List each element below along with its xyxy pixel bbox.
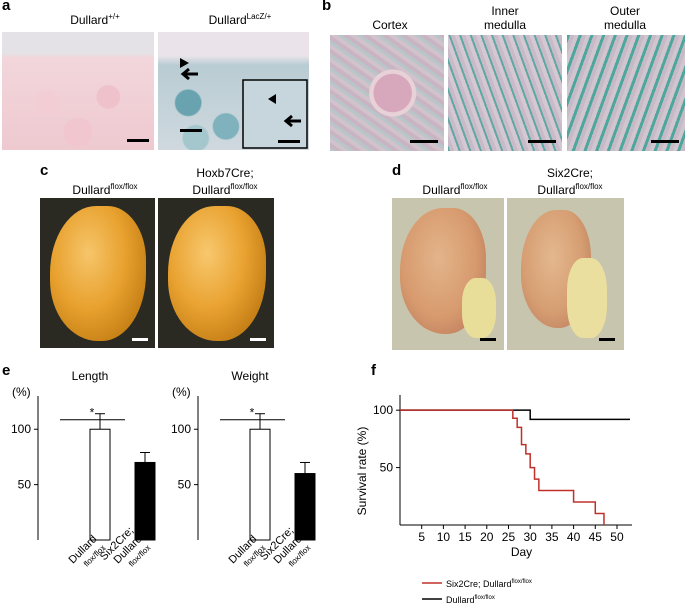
inset-arrow-marker	[283, 114, 301, 128]
panel-a-left-label: Dullard+/+	[70, 12, 120, 27]
survival-series-1	[400, 409, 605, 525]
y-axis-label: (%)	[12, 385, 31, 399]
legend-label: Six2Cre; Dullardflox/flox	[446, 579, 532, 589]
panel-b-cortex-label: Cortex	[372, 18, 408, 32]
x-tick-label: 5	[418, 530, 425, 544]
x-tick-label: 10	[437, 530, 451, 544]
weight-bar-chart: Weight(%)50100Dullardflox/floxSix2Cre;Du…	[171, 369, 316, 569]
x-tick-label: 45	[589, 530, 603, 544]
x-tick-label: 35	[545, 530, 559, 544]
legend-label: Dullardflox/flox	[446, 595, 495, 605]
panel-d-right-label: Six2Cre; Dullardflox/flox	[537, 166, 603, 197]
survival-curve-chart: 50 100 5 10 15 20 25 30 35 40 45 50 Day Survival rate…	[355, 395, 632, 605]
scale-bar	[528, 140, 556, 143]
significance-marker: *	[250, 406, 255, 420]
y-tick-label: 100	[373, 403, 393, 417]
legend-label-sup: flox/flox	[512, 579, 532, 585]
panel-c-right-label: Hoxb7Cre; Dullardflox/flox	[192, 166, 258, 197]
scale-bar	[132, 338, 148, 341]
x-tick-label: 25	[502, 530, 516, 544]
panel-a-lacz-histology	[158, 32, 309, 150]
bar-2	[134, 461, 156, 541]
x-tick-label: 50	[610, 530, 624, 544]
inset-arrowhead-marker	[268, 94, 276, 104]
panel-a-letter: a	[2, 0, 11, 14]
bar-1	[89, 428, 111, 541]
scale-bar	[250, 338, 266, 341]
x-tick-label: 40	[567, 530, 581, 544]
legend-label-sup: flox/flox	[475, 595, 495, 601]
bar-1	[249, 428, 271, 541]
panel-f-letter: f	[371, 362, 376, 379]
scale-bar	[480, 338, 496, 341]
panel-d-letter: d	[392, 162, 402, 179]
scale-bar	[651, 140, 679, 143]
x-axis-label: Day	[511, 545, 532, 559]
panel-b-letter: b	[322, 0, 332, 14]
inset-scale-bar	[278, 140, 300, 143]
arrowhead-marker	[180, 58, 189, 68]
y-axis-label: (%)	[172, 385, 191, 399]
panel-d-left-label: Dullardflox/flox	[422, 182, 488, 197]
scale-bar	[599, 338, 615, 341]
y-tick-label: 100	[11, 422, 31, 436]
panel-c-control-kidney-photo	[40, 198, 155, 348]
y-tick-label: 50	[18, 478, 32, 492]
legend-label-main: Six2Cre; Dullard	[446, 579, 512, 589]
panel-b-outer-medulla-label: Outer medulla	[603, 4, 647, 32]
chart-title: Weight	[231, 369, 269, 383]
scale-bar	[127, 139, 149, 142]
panel-c-hoxb7cre-kidney-photo	[158, 198, 274, 348]
x-tick-label: 30	[524, 530, 538, 544]
arrow-marker	[180, 67, 198, 81]
y-tick-label: 100	[171, 422, 191, 436]
y-tick-label: 50	[380, 461, 394, 475]
panel-b-inner-medulla-label: Inner medulla	[483, 4, 527, 32]
length-bar-chart: Length(%)50100Dullardflox/floxSix2Cre;Du…	[11, 369, 156, 569]
inset-frame	[242, 79, 308, 149]
legend-label-main: Dullard	[446, 595, 475, 605]
panel-b-outer-medulla-histology	[567, 35, 685, 151]
panel-b-cortex-histology	[330, 35, 444, 151]
y-tick-label: 50	[178, 478, 192, 492]
chart-title: Length	[72, 369, 109, 383]
panel-e-letter: e	[2, 362, 11, 379]
scale-bar	[410, 140, 438, 143]
panel-a-right-label: DullardLacZ/+	[208, 12, 272, 27]
panel-c-letter: c	[40, 162, 49, 179]
x-tick-label: 15	[458, 530, 472, 544]
scale-bar	[180, 129, 202, 132]
y-axis-label: Survival rate (%)	[355, 427, 369, 516]
significance-marker: *	[90, 406, 95, 420]
panel-d-control-kidney-photo	[392, 198, 504, 350]
panel-d-six2cre-kidney-photo	[507, 198, 624, 350]
panel-b-inner-medulla-histology	[448, 35, 562, 151]
bar-2	[294, 473, 316, 541]
panel-c-left-label: Dullardflox/flox	[72, 182, 138, 197]
x-tick-label: 20	[480, 530, 494, 544]
panel-a-wildtype-histology	[2, 32, 154, 150]
